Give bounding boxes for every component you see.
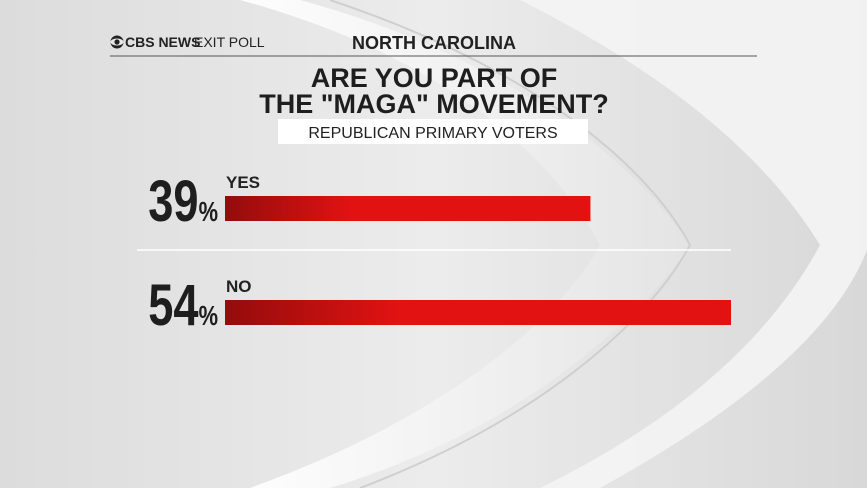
value-number: 54 xyxy=(148,274,198,339)
bar-shade xyxy=(225,196,591,221)
value-label: 54% xyxy=(148,274,218,339)
title-line: ARE YOU PART OF xyxy=(311,63,558,93)
value-label: 39% xyxy=(148,170,218,235)
category-label: NO xyxy=(226,277,252,296)
value-number: 39 xyxy=(148,170,198,235)
source: EXIT POLL xyxy=(194,34,265,50)
value-unit: % xyxy=(199,196,218,227)
value-unit: % xyxy=(199,300,218,331)
logo: CBS NEWS EXIT POLL xyxy=(110,34,265,50)
state: NORTH CAROLINA xyxy=(352,33,516,53)
title-line: THE "MAGA" MOVEMENT? xyxy=(259,89,609,119)
subtitle: REPUBLICAN PRIMARY VOTERS xyxy=(308,125,557,142)
category-label: YES xyxy=(226,173,260,192)
subtitle-box xyxy=(278,119,588,144)
bar-shade xyxy=(225,300,731,325)
brand: CBS NEWS xyxy=(125,34,200,50)
